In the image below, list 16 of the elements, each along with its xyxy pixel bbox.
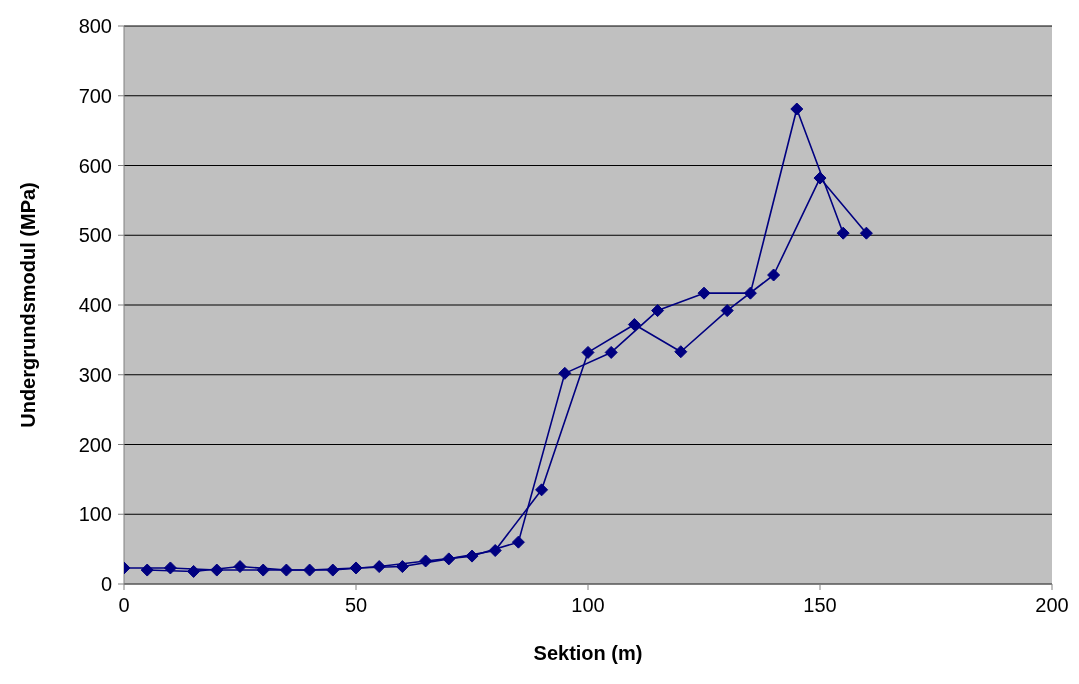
y-tick-label: 300 [78, 363, 112, 386]
y-tick-label: 400 [78, 294, 112, 317]
y-tick-label: 0 [100, 573, 112, 596]
y-tick-label: 600 [78, 154, 112, 177]
x-tick-label: 0 [118, 594, 130, 617]
x-tick-label: 50 [344, 594, 368, 617]
y-tick-label: 500 [78, 224, 112, 247]
y-tick-label: 200 [78, 433, 112, 456]
y-tick-label: 800 [78, 15, 112, 38]
y-axis-title: Undergrundsmodul (MPa) [17, 182, 40, 428]
y-tick-label: 100 [78, 503, 112, 526]
y-tick-label: 700 [78, 84, 112, 107]
x-axis-title: Sektion (m) [533, 642, 643, 664]
x-tick-label: 150 [803, 594, 837, 617]
x-tick-label: 100 [571, 594, 605, 617]
x-tick-label: 200 [1035, 594, 1069, 617]
